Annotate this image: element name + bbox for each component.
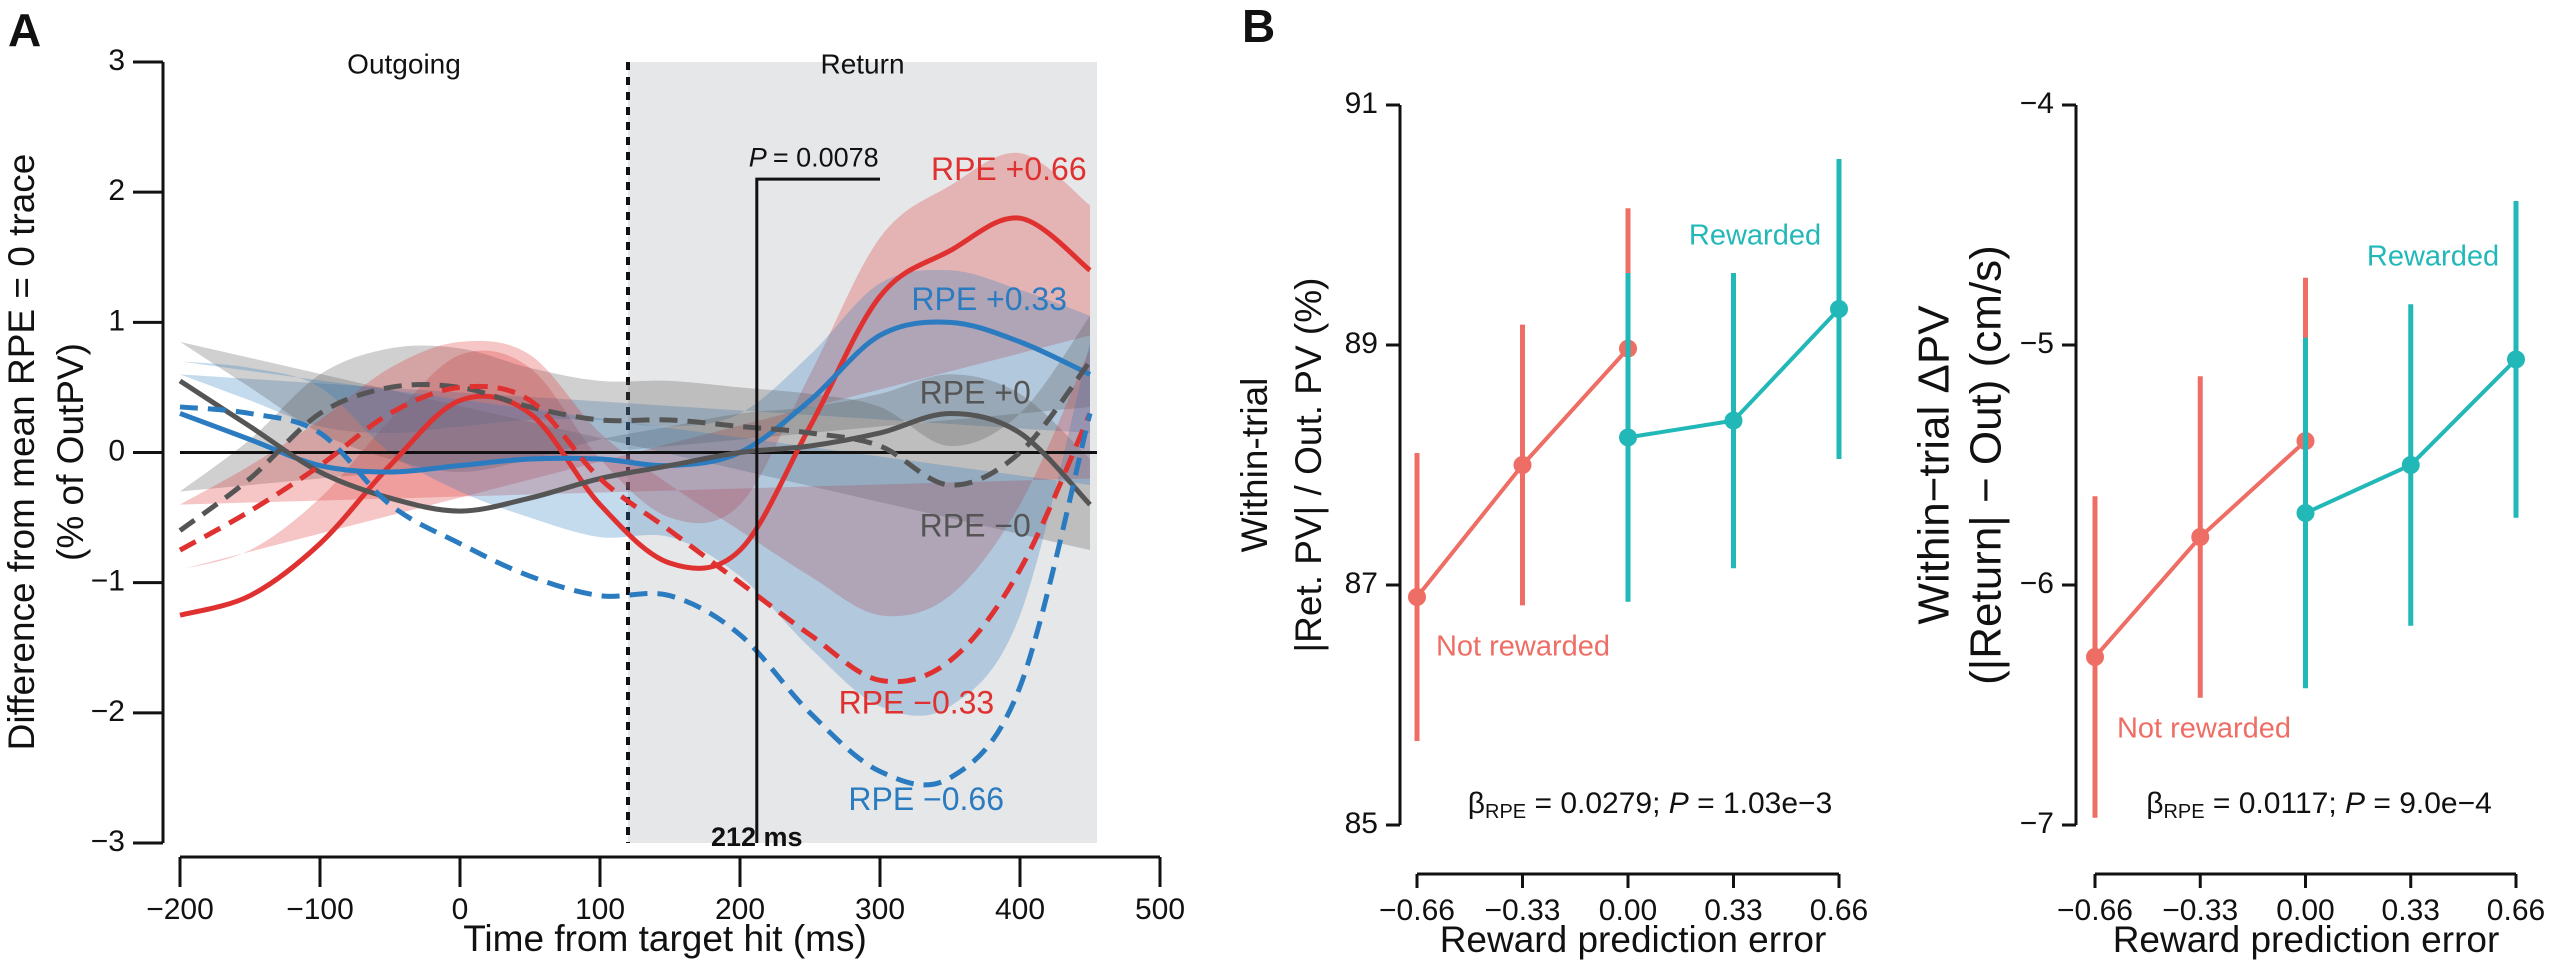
beta-text: = 0.0279; — [1526, 787, 1669, 820]
beta-text: = 0.0117; — [2205, 787, 2345, 820]
y-tick-label: −6 — [2020, 567, 2054, 600]
marker-label: 212 ms — [711, 822, 803, 852]
y-tick-label: −1 — [91, 565, 125, 598]
x-tick-label: −0.66 — [1379, 894, 1455, 927]
series-label: Not rewarded — [2117, 713, 2291, 745]
region-label: Return — [820, 48, 904, 79]
x-tick-label: 0 — [452, 893, 469, 926]
series-label: RPE −0 — [920, 507, 1031, 543]
region-label: Outgoing — [347, 48, 461, 79]
point — [2507, 350, 2525, 369]
p-symbol: P — [2345, 787, 2365, 820]
p-text: = 9.0e−4 — [2365, 787, 2492, 820]
series-label: Rewarded — [2367, 241, 2499, 273]
x-tick-label: 0.66 — [1810, 894, 1868, 927]
p-text: = 1.03e−3 — [1689, 787, 1832, 820]
y-tick-label: 2 — [108, 174, 125, 207]
x-tick-label: 0.00 — [1599, 894, 1657, 927]
x-tick-label: −0.33 — [2162, 894, 2238, 927]
series-label: RPE +0.33 — [911, 281, 1067, 317]
y-tick-label: 1 — [108, 304, 125, 337]
y-axis-label: Within−trial ΔPV — [1910, 305, 1959, 625]
point — [1619, 428, 1637, 447]
x-tick-label: 500 — [1135, 893, 1185, 926]
x-tick-label: 0.33 — [1704, 894, 1762, 927]
series-line — [179, 319, 1092, 475]
beta: β — [1468, 787, 1485, 820]
y-axis-label: |Ret. PV| / Out. PV (%) — [1288, 278, 1329, 653]
beta-subscript: RPE — [2163, 801, 2204, 823]
p-symbol: P — [1669, 787, 1689, 820]
panel-label: B — [1242, 0, 1275, 52]
beta: β — [2146, 787, 2163, 820]
p-symbol: P — [749, 143, 767, 173]
series-label: Rewarded — [1689, 220, 1821, 252]
error-band — [180, 152, 1090, 570]
x-tick-label: −100 — [286, 893, 354, 926]
point — [1830, 300, 1848, 318]
y-tick-label: −3 — [91, 825, 125, 858]
y-tick-label: 91 — [1345, 87, 1378, 120]
p-value: P = 0.0078 — [749, 143, 879, 173]
series-label: RPE −0.66 — [848, 781, 1004, 817]
x-tick-label: −0.33 — [1485, 894, 1561, 927]
error-band — [180, 341, 1090, 551]
x-tick-label: 0.66 — [2487, 894, 2545, 927]
series-line — [179, 404, 1093, 788]
y-tick-label: −4 — [2020, 87, 2054, 120]
y-tick-label: 87 — [1345, 567, 1378, 600]
series-label: Not rewarded — [1436, 631, 1610, 663]
y-axis-label: Difference from mean RPE = 0 trace — [1, 154, 42, 751]
series-line — [178, 383, 1093, 685]
marker-bracket — [755, 177, 880, 843]
stat-text: βRPE = 0.0117; P = 9.0e−4 — [2146, 787, 2492, 823]
panel-label: A — [8, 4, 41, 56]
point — [2401, 456, 2420, 474]
point — [1408, 588, 1426, 606]
point — [2191, 528, 2210, 546]
beta-subscript: RPE — [1485, 801, 1526, 823]
point — [1724, 411, 1743, 430]
y-tick-label: −7 — [2020, 807, 2054, 840]
point — [2296, 504, 2315, 522]
p-text: = 0.0078 — [773, 143, 879, 173]
stat-text: βRPE = 0.0279; P = 1.03e−3 — [1468, 787, 1833, 823]
series-label: RPE +0.66 — [931, 151, 1087, 187]
series-label: RPE +0 — [920, 375, 1031, 411]
error-band — [180, 341, 1090, 716]
y-axis-label: (|Return| − Out) (cm/s) — [1962, 245, 2011, 685]
x-axis-label: Time from target hit (ms) — [463, 918, 867, 959]
point — [1513, 456, 1532, 474]
x-tick-label: 0.33 — [2382, 894, 2440, 927]
point — [2086, 648, 2104, 666]
y-tick-label: −5 — [2020, 327, 2054, 360]
y-tick-label: −2 — [91, 695, 125, 728]
series-line — [178, 378, 1092, 514]
y-axis-label: (% of OutPV) — [50, 343, 91, 561]
y-tick-label: 3 — [108, 44, 125, 77]
series-line — [179, 215, 1092, 618]
x-tick-label: 400 — [995, 893, 1045, 926]
x-axis-label: Reward prediction error — [2113, 919, 2500, 960]
x-tick-label: 0.00 — [2276, 894, 2334, 927]
x-tick-label: 200 — [715, 893, 765, 926]
y-tick-label: 85 — [1345, 807, 1378, 840]
error-band — [180, 340, 1090, 617]
x-tick-label: −200 — [146, 893, 214, 926]
x-axis-label: Reward prediction error — [1440, 919, 1827, 960]
series-label: RPE −0.33 — [839, 684, 995, 720]
y-axis-label: Within-trial — [1234, 378, 1275, 553]
x-tick-label: 100 — [575, 893, 625, 926]
x-tick-label: −0.66 — [2057, 894, 2133, 927]
error-band — [180, 269, 1090, 433]
series-line — [178, 359, 1092, 533]
y-tick-label: 0 — [108, 434, 125, 467]
x-tick-label: 300 — [855, 893, 905, 926]
y-tick-label: 89 — [1345, 327, 1378, 360]
